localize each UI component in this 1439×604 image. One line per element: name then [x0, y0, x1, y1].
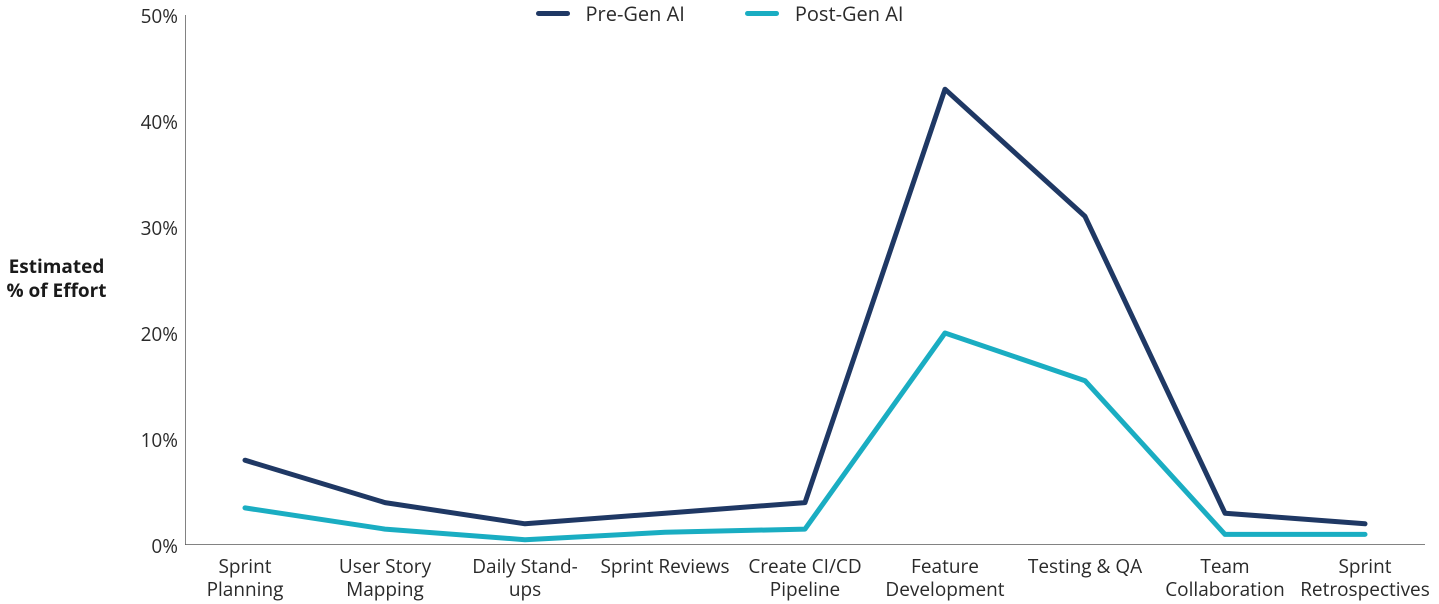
x-tick-label: SprintPlanning	[175, 555, 315, 601]
x-tick-label: Daily Stand-ups	[455, 555, 595, 601]
series-line-pre	[245, 89, 1365, 524]
x-tick-label: Sprint Reviews	[595, 555, 735, 578]
axis-lines	[185, 15, 1425, 545]
y-axis-title-line2: % of Effort	[6, 277, 106, 303]
x-tick-label: TeamCollaboration	[1155, 555, 1295, 601]
x-tick-label: Create CI/CDPipeline	[735, 555, 875, 601]
plot-svg	[185, 15, 1425, 545]
x-tick-label: SprintRetrospectives	[1295, 555, 1435, 601]
x-tick-label: FeatureDevelopment	[875, 555, 1015, 601]
x-tick-label: User StoryMapping	[315, 555, 455, 601]
plot-area	[185, 15, 1425, 545]
y-tick-50: 50%	[128, 3, 178, 29]
y-tick-20: 20%	[128, 321, 178, 347]
y-tick-0: 0%	[128, 533, 178, 559]
y-axis-title: Estimated % of Effort	[0, 255, 113, 303]
y-axis-title-line1: Estimated	[9, 253, 105, 279]
y-tick-10: 10%	[128, 427, 178, 453]
x-tick-label: Testing & QA	[1015, 555, 1155, 578]
effort-line-chart: Pre-Gen AI Post-Gen AI Estimated % of Ef…	[0, 0, 1439, 604]
y-tick-40: 40%	[128, 109, 178, 135]
y-tick-30: 30%	[128, 215, 178, 241]
